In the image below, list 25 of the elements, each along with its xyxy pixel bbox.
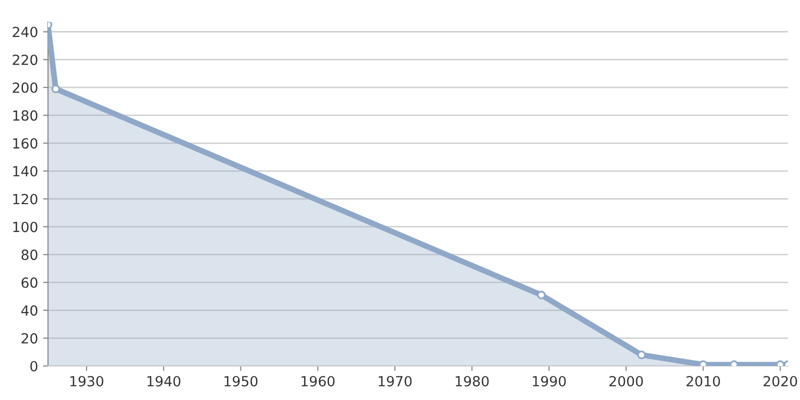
y-tick-label: 80 [22,250,38,260]
y-tick-label: 60 [22,277,38,288]
x-tick-label: 1940 [147,376,180,386]
x-tick-label: 1960 [302,376,335,386]
y-tick-label: 0 [30,360,38,372]
x-tick-label: 1990 [532,376,566,386]
y-tick-label: 160 [13,138,38,149]
point [537,290,546,300]
y-tick-label: 220 [12,54,38,66]
y-tick-label: 40 [21,305,38,316]
x-tick-label: 1930 [70,376,104,386]
y-tick-label: 120 [13,194,38,204]
y-tick-label: 20 [22,333,38,344]
x-tick-label: 1980 [456,376,489,386]
x-tick-label: 2010 [686,376,720,386]
point [51,84,60,94]
x-tick-label: 2020 [764,376,798,386]
x-tick-label: 2000 [609,376,643,386]
y-tick-label: 240 [12,26,38,38]
x-tick-label: 1950 [224,376,258,386]
y-tick-label: 200 [12,82,38,93]
y-tick-label: 100 [13,222,38,232]
x-tick-label: 1970 [378,376,412,386]
y-tick-label: 140 [13,166,38,176]
y-tick-label: 180 [13,110,38,121]
